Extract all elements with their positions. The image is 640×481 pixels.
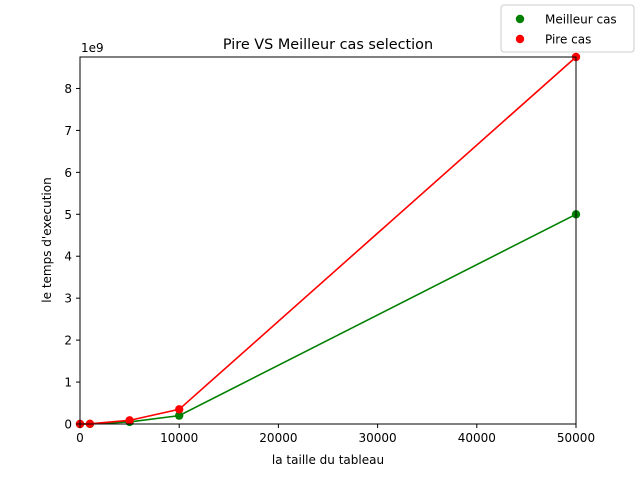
x-tick-label-4: 40000 bbox=[458, 431, 496, 445]
series-1-point-2 bbox=[125, 416, 134, 425]
y-tick-label-6: 6 bbox=[64, 166, 72, 180]
x-tick-label-3: 30000 bbox=[359, 431, 397, 445]
y-offset-label: 1e9 bbox=[81, 41, 104, 55]
y-tick-label-1: 1 bbox=[64, 376, 72, 390]
y-tick-label-3: 3 bbox=[64, 292, 72, 306]
y-tick-label-7: 7 bbox=[64, 124, 72, 138]
legend: Meilleur cas Pire cas bbox=[500, 4, 635, 53]
x-tick-label-5: 50000 bbox=[557, 431, 595, 445]
y-ticks: 0 1 2 3 4 5 6 7 8 bbox=[64, 82, 80, 432]
x-axis-label: la taille du tableau bbox=[272, 453, 384, 467]
y-tick-label-8: 8 bbox=[64, 82, 72, 96]
series-0-point-3 bbox=[175, 411, 184, 420]
chart-title: Pire VS Meilleur cas selection bbox=[223, 37, 433, 53]
x-tick-label-2: 20000 bbox=[259, 431, 297, 445]
y-tick-label-4: 4 bbox=[64, 250, 72, 264]
series-line-1 bbox=[79, 56, 577, 425]
y-tick-label-2: 2 bbox=[64, 334, 72, 348]
legend-label-0: Meilleur cas bbox=[545, 13, 617, 27]
legend-marker-1 bbox=[515, 34, 525, 44]
series-layer bbox=[75, 52, 581, 429]
series-1-point-3 bbox=[175, 405, 184, 414]
y-axis-label: le temps d'execution bbox=[40, 177, 54, 302]
legend-label-1: Pire cas bbox=[545, 33, 591, 47]
x-ticks: 0 10000 20000 30000 40000 50000 bbox=[76, 424, 595, 445]
y-tick-label-5: 5 bbox=[64, 208, 72, 222]
plot-frame bbox=[79, 56, 577, 425]
series-line-0 bbox=[79, 213, 577, 425]
x-tick-label-1: 10000 bbox=[160, 431, 198, 445]
x-tick-label-0: 0 bbox=[76, 431, 84, 445]
legend-box bbox=[500, 4, 635, 53]
legend-marker-0 bbox=[515, 14, 525, 24]
y-tick-label-0: 0 bbox=[64, 418, 72, 432]
